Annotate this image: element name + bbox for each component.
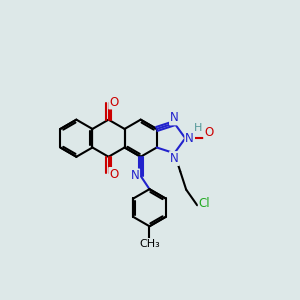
Text: O: O bbox=[109, 95, 119, 109]
Text: O: O bbox=[204, 126, 213, 140]
Text: Cl: Cl bbox=[199, 197, 210, 210]
Text: N: N bbox=[185, 132, 194, 145]
Text: O: O bbox=[109, 168, 119, 181]
Text: H: H bbox=[194, 123, 203, 133]
Text: CH₃: CH₃ bbox=[139, 239, 160, 249]
Text: N: N bbox=[170, 111, 179, 124]
Text: N: N bbox=[170, 152, 179, 165]
Text: N: N bbox=[130, 169, 139, 182]
